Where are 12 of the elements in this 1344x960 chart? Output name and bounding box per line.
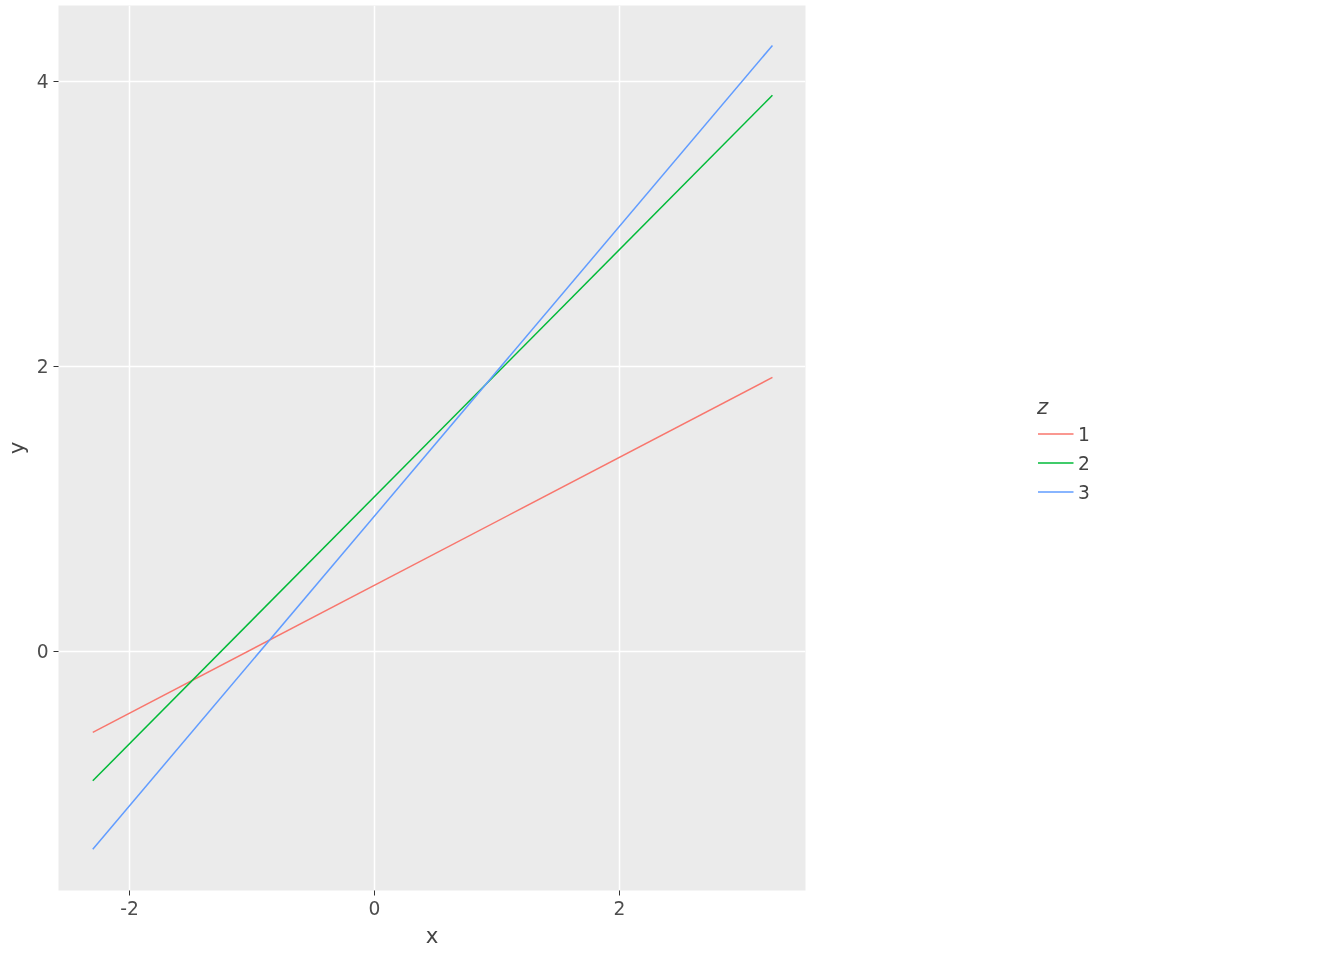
legend-title: z — [1037, 393, 1050, 418]
legend-label: 1 — [1078, 423, 1091, 444]
x-tick-label: 2 — [613, 897, 626, 919]
legend-label: 2 — [1078, 452, 1091, 473]
y-tick-label: 4 — [36, 71, 49, 93]
x-tick-label: -2 — [120, 897, 139, 919]
y-tick-label: 2 — [36, 356, 49, 378]
y-tick-label: 0 — [36, 641, 49, 663]
x-axis-title: x — [425, 922, 439, 948]
x-tick-label: 0 — [368, 897, 381, 919]
legend-label: 3 — [1078, 481, 1091, 502]
y-axis-title: y — [3, 441, 29, 455]
